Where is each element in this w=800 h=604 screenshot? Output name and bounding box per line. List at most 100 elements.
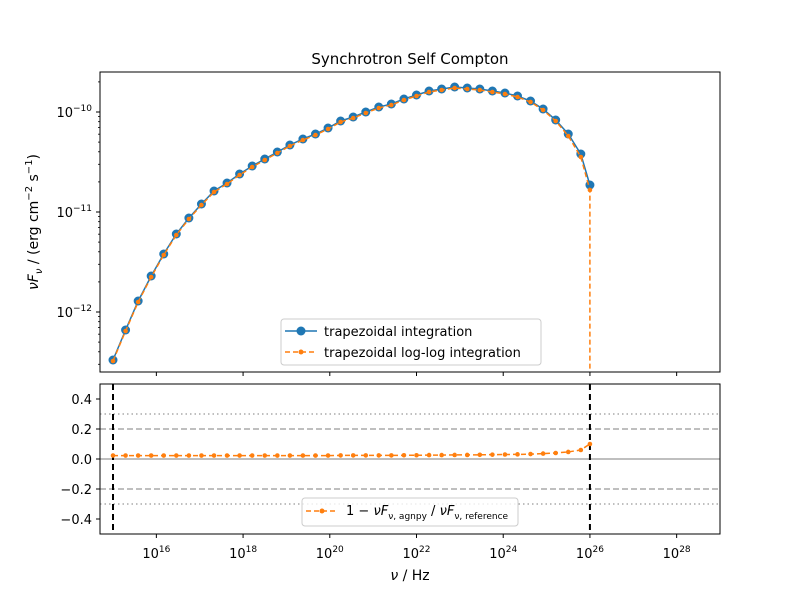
series2-point — [161, 252, 167, 258]
residual-point — [161, 453, 167, 458]
series2-point — [135, 299, 141, 305]
series2-point — [338, 119, 343, 125]
residual-point — [325, 453, 331, 458]
series2-point — [502, 91, 508, 97]
series2-point — [313, 132, 318, 138]
residual-point — [414, 452, 419, 458]
bottom-x-axis-label: ν / Hz — [390, 568, 429, 584]
bottom-x-tick-label: 1020 — [316, 545, 344, 562]
residual-point — [515, 452, 520, 457]
bottom-x-ticks: 1016 1018 1020 1022 1024 1026 1028 — [142, 534, 691, 562]
bottom-y-tick-label: −0.4 — [60, 513, 92, 528]
series2-point — [477, 87, 483, 93]
residual-point — [587, 441, 593, 447]
residual-point — [338, 453, 343, 458]
series2-point — [376, 105, 382, 111]
series2-point — [199, 202, 204, 208]
series2-point — [401, 97, 407, 103]
series2-point — [211, 189, 217, 195]
series2-point — [224, 181, 230, 187]
bottom-y-tick-label: 0.0 — [71, 453, 92, 468]
residual-point — [135, 453, 141, 458]
residual-point — [528, 451, 533, 457]
series2-point — [287, 143, 293, 149]
series1-point — [576, 149, 586, 159]
series2-point — [464, 86, 470, 92]
legend-marker-series1 — [296, 326, 306, 336]
series2-point — [237, 172, 242, 178]
series2-point — [174, 232, 179, 238]
series2-point — [262, 157, 268, 163]
chart-title: Synchrotron Self Compton — [311, 50, 508, 68]
residual-point — [110, 453, 116, 458]
residual-point — [553, 450, 558, 456]
series2-point — [515, 94, 520, 100]
residual-point — [452, 452, 457, 458]
series2-point — [325, 126, 331, 132]
series2-point — [439, 87, 444, 93]
series2-point — [275, 150, 280, 156]
residual-point — [502, 452, 508, 457]
residual-point — [123, 453, 128, 458]
residual-point — [237, 453, 242, 458]
residual-point — [249, 453, 255, 458]
series2-point — [350, 115, 356, 121]
series2-line — [112, 87, 591, 372]
series2-point — [363, 110, 369, 116]
series2-point — [540, 107, 546, 113]
top-legend-box — [280, 318, 542, 366]
residual-point — [426, 452, 432, 458]
bottom-legend: 1 − νFν, agnpy / νFν, reference — [301, 497, 519, 527]
legend-label-series1: trapezoidal integration — [324, 325, 472, 340]
bottom-plot-area — [100, 384, 720, 534]
residual-point — [262, 453, 268, 458]
top-panel: Synchrotron Self Compton 10−10 10−11 10−12… — [24, 50, 721, 376]
top-legend: trapezoidal integration trapezoidal log-… — [280, 318, 542, 366]
series2-point — [186, 216, 192, 222]
residual-point — [389, 453, 394, 458]
top-y-tick-label: 10−12 — [56, 304, 92, 321]
series2-point — [553, 118, 558, 124]
series2-point — [587, 187, 593, 193]
top-x-ticks — [155, 372, 678, 376]
series2-point — [249, 164, 255, 170]
top-y-tick-label: 10−10 — [56, 104, 92, 121]
series2-point — [578, 154, 584, 160]
series2-point — [426, 89, 432, 95]
series2-point — [414, 93, 419, 99]
series2-point — [110, 358, 116, 364]
residual-point — [350, 453, 356, 458]
bottom-panel: 0.40.20.0−0.2−0.4 1016 1018 1020 1022 1024 10… — [60, 383, 721, 584]
bottom-x-tick-label: 1026 — [576, 545, 604, 562]
series2-point — [490, 89, 495, 95]
top-y-ticks: 10−10 10−11 10−12 — [56, 81, 100, 365]
top-y-tick-label: 10−11 — [56, 204, 92, 221]
legend-marker-residual — [319, 508, 325, 514]
residual-point — [490, 452, 495, 457]
residual-point — [464, 452, 470, 458]
residual-point — [578, 447, 584, 453]
residual-point — [275, 453, 280, 458]
bottom-x-tick-label: 1018 — [229, 545, 257, 562]
top-plot-area — [108, 82, 595, 372]
series2-point — [123, 328, 128, 334]
legend-label-series2: trapezoidal log-log integration — [324, 346, 521, 361]
residual-point — [540, 451, 546, 456]
series2-point — [148, 274, 154, 280]
residual-point — [174, 453, 179, 458]
series2-point — [452, 85, 457, 91]
residual-point — [186, 453, 192, 458]
residual-point — [401, 452, 407, 458]
bottom-y-ticks: 0.4 0.2 0.0 −0.2 −0.4 — [60, 393, 100, 528]
residual-point — [439, 452, 444, 458]
legend-label-residual: 1 − νFν, agnpy / νFν, reference — [346, 504, 509, 522]
bottom-y-tick-label: −0.2 — [60, 483, 92, 498]
residual-point — [477, 452, 483, 458]
bottom-x-tick-label: 1024 — [489, 545, 517, 562]
series2-point — [528, 99, 533, 105]
bottom-x-tick-label: 1016 — [142, 545, 170, 562]
residual-point — [224, 453, 230, 458]
residual-point — [313, 453, 318, 458]
residual-point — [211, 453, 217, 458]
